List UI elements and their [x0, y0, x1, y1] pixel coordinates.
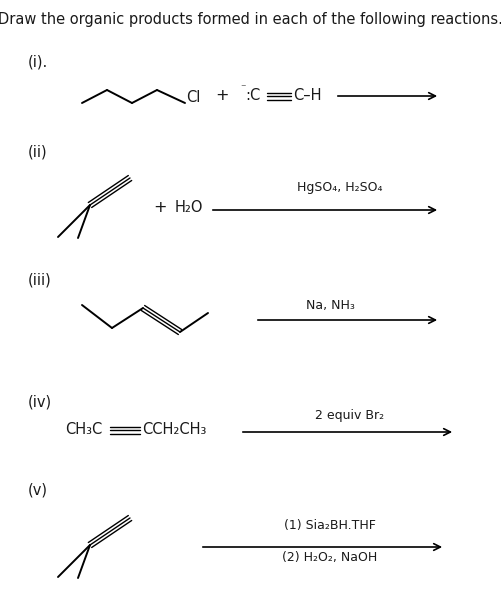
Text: (1) Sia₂BH.THF: (1) Sia₂BH.THF — [284, 519, 376, 531]
Text: Cl: Cl — [186, 91, 200, 105]
Text: CH₃C: CH₃C — [65, 422, 102, 438]
Text: Na, NH₃: Na, NH₃ — [306, 299, 354, 311]
Text: (i).: (i). — [28, 55, 48, 69]
Text: C–H: C–H — [293, 88, 322, 104]
Text: (ii): (ii) — [28, 145, 48, 159]
Text: +: + — [215, 88, 229, 104]
Text: :C: :C — [245, 88, 260, 104]
Text: (iv): (iv) — [28, 395, 52, 409]
Text: Draw the organic products formed in each of the following reactions.: Draw the organic products formed in each… — [0, 12, 501, 27]
Text: (iii): (iii) — [28, 273, 52, 287]
Text: CCH₂CH₃: CCH₂CH₃ — [142, 422, 206, 438]
Text: H₂O: H₂O — [175, 200, 203, 216]
Text: (2) H₂O₂, NaOH: (2) H₂O₂, NaOH — [283, 552, 378, 565]
Text: 2 equiv Br₂: 2 equiv Br₂ — [316, 408, 385, 422]
Text: ⁻: ⁻ — [240, 83, 245, 93]
Text: (v): (v) — [28, 482, 48, 498]
Text: +: + — [153, 200, 167, 216]
Text: HgSO₄, H₂SO₄: HgSO₄, H₂SO₄ — [297, 181, 383, 194]
